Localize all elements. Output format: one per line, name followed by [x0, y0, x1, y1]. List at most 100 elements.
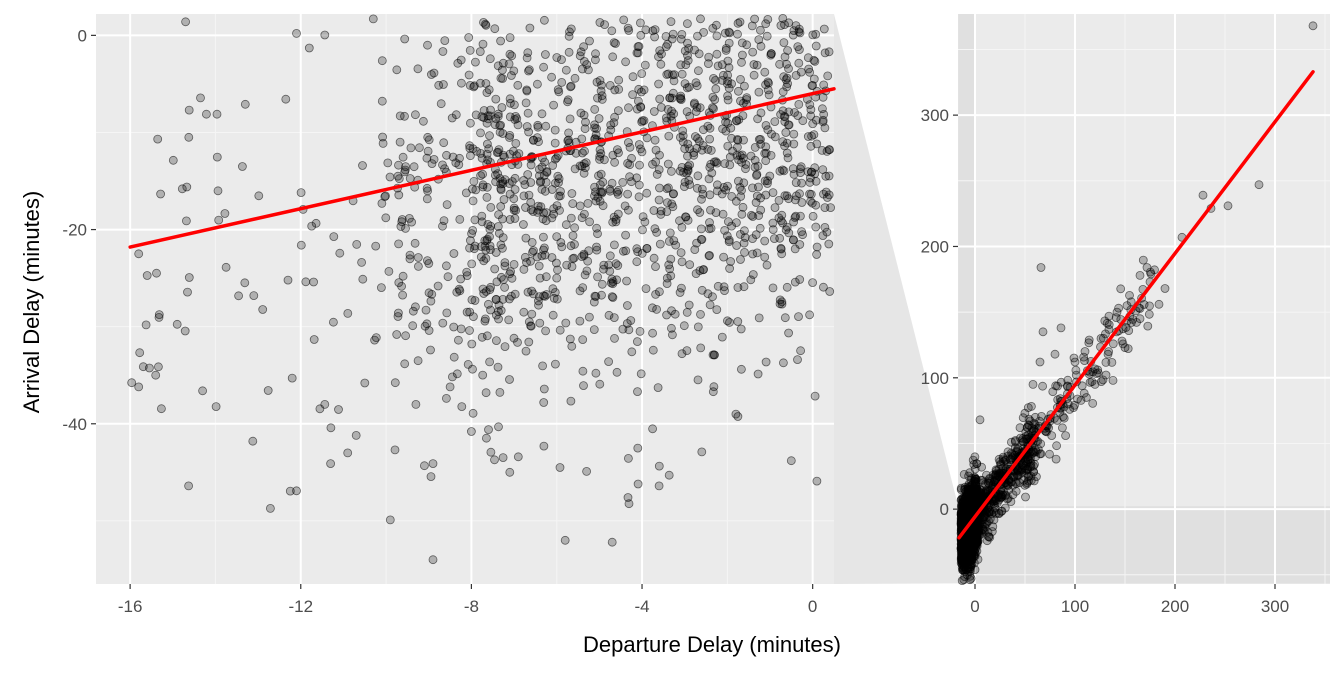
data-point	[638, 212, 648, 222]
x-tick-label: -12	[288, 597, 313, 616]
data-point	[552, 294, 562, 304]
data-point	[634, 42, 644, 51]
data-point	[606, 125, 616, 135]
data-point	[552, 273, 562, 283]
zoom-panel-points	[127, 13, 835, 565]
data-point	[567, 262, 577, 272]
data-point	[655, 46, 665, 55]
data-point	[803, 167, 813, 177]
data-point	[476, 148, 486, 158]
data-point	[285, 486, 295, 496]
data-point	[539, 398, 549, 407]
data-point	[184, 132, 194, 142]
data-point	[748, 270, 758, 279]
data-point	[780, 20, 789, 30]
data-point	[469, 176, 479, 186]
data-point	[377, 198, 387, 208]
data-point	[595, 180, 605, 190]
data-point	[481, 245, 491, 255]
data-point	[608, 217, 618, 227]
data-point	[683, 151, 692, 161]
data-point	[791, 21, 801, 31]
data-point	[541, 121, 551, 131]
data-point	[409, 162, 419, 172]
data-point	[539, 62, 548, 72]
data-point	[400, 111, 409, 121]
data-point	[791, 195, 800, 205]
data-point	[632, 48, 642, 58]
data-point	[520, 252, 530, 262]
data-point	[790, 213, 800, 222]
overview-zoom-row	[958, 506, 1330, 584]
data-point	[619, 246, 628, 256]
data-point	[678, 137, 688, 147]
data-point	[438, 47, 448, 56]
data-point	[704, 59, 713, 68]
data-point	[304, 43, 314, 53]
data-point	[690, 100, 699, 109]
data-point	[726, 257, 735, 266]
data-point	[168, 155, 178, 165]
data-point	[826, 203, 835, 213]
data-point	[552, 53, 562, 62]
data-point	[592, 77, 602, 87]
data-point	[153, 362, 163, 372]
data-point	[296, 240, 306, 250]
data-point	[718, 124, 727, 134]
data-point	[735, 151, 745, 161]
data-point	[407, 217, 417, 227]
data-point	[509, 66, 519, 76]
data-point	[633, 387, 642, 397]
data-point	[1061, 431, 1070, 441]
data-point	[581, 117, 590, 127]
data-point	[653, 383, 663, 393]
data-point	[804, 64, 814, 74]
data-point	[478, 169, 488, 179]
data-point	[1135, 270, 1145, 280]
data-point	[552, 201, 562, 211]
data-point	[138, 362, 148, 372]
data-point	[498, 150, 508, 160]
data-point	[1098, 375, 1108, 385]
data-point	[775, 295, 785, 305]
x-tick-label: 0	[970, 597, 979, 616]
data-point	[642, 244, 652, 253]
data-point	[514, 149, 524, 159]
data-point	[808, 278, 817, 288]
data-point	[1028, 447, 1038, 457]
data-point	[467, 339, 477, 349]
data-point	[614, 106, 623, 115]
data-point	[656, 59, 666, 69]
data-point	[677, 349, 687, 359]
data-point	[693, 205, 702, 215]
data-point	[738, 50, 747, 60]
data-point	[258, 305, 268, 314]
data-point	[640, 217, 650, 227]
data-point	[485, 224, 495, 234]
data-point	[634, 96, 643, 106]
data-point	[377, 96, 387, 106]
data-point	[500, 342, 510, 352]
data-point	[529, 246, 538, 256]
data-point	[183, 287, 192, 297]
data-point	[563, 97, 572, 107]
data-point	[609, 313, 619, 323]
data-point	[712, 31, 722, 41]
data-point	[455, 286, 465, 296]
data-point	[580, 146, 589, 156]
data-point	[371, 333, 381, 343]
data-point	[766, 150, 776, 160]
data-point	[212, 152, 222, 162]
data-point	[668, 330, 677, 340]
data-point	[538, 361, 547, 371]
data-point	[754, 87, 764, 97]
data-point	[820, 123, 830, 133]
data-point	[449, 352, 459, 362]
data-point	[551, 359, 560, 369]
zoom-panel-background	[96, 14, 834, 584]
data-point	[819, 282, 828, 292]
data-point	[811, 29, 821, 39]
data-point	[497, 65, 507, 75]
data-point	[723, 316, 732, 326]
